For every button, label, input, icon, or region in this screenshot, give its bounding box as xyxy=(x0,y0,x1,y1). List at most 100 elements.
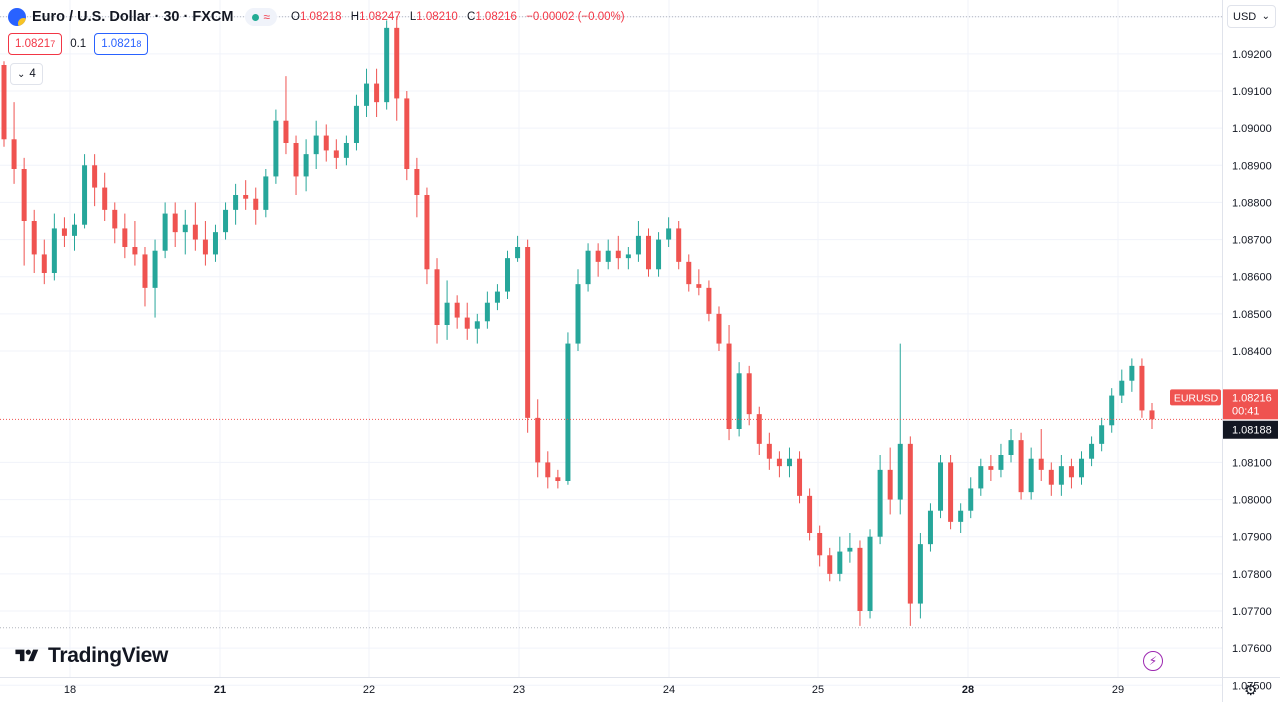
candle-body xyxy=(807,495,813,533)
y-axis-tick-label: 1.08900 xyxy=(1232,160,1272,172)
low-label: L xyxy=(409,11,417,23)
candle-body xyxy=(686,261,692,285)
y-axis-tick-label: 1.08100 xyxy=(1232,457,1272,469)
candle-body xyxy=(303,154,309,177)
candle-body xyxy=(1018,440,1024,493)
y-axis-tick-label: 1.08400 xyxy=(1232,346,1272,358)
x-axis-tick-label: 24 xyxy=(663,684,675,696)
symbol-flag-icon xyxy=(8,8,26,26)
candle-body xyxy=(142,254,148,288)
candle-body xyxy=(917,544,923,604)
candle-body xyxy=(857,547,863,611)
candle-body xyxy=(958,510,964,522)
candle-body xyxy=(1068,466,1074,478)
candle-body xyxy=(635,235,641,255)
candle-body xyxy=(112,209,118,229)
y-axis-tick-label: 1.09000 xyxy=(1232,123,1272,135)
currency-selector[interactable]: USD ⌄ xyxy=(1227,5,1276,28)
candle-body xyxy=(212,232,218,255)
candle-body xyxy=(1008,440,1014,455)
candle-body xyxy=(61,228,67,236)
candle-body xyxy=(92,165,98,188)
indicator-count: 4 xyxy=(29,68,36,80)
lightning-icon[interactable]: ⚡ xyxy=(1143,651,1163,671)
x-axis-tick-label: 22 xyxy=(363,684,375,696)
market-status-icon[interactable]: ≈ xyxy=(245,8,278,26)
candle-body xyxy=(776,458,782,467)
sell-price: 1.0821 xyxy=(15,38,51,50)
candle-body xyxy=(454,302,460,318)
logo-text: TradingView xyxy=(48,644,169,667)
candle-body xyxy=(21,169,27,221)
candle-body xyxy=(223,209,229,233)
candle-body xyxy=(152,250,158,288)
collapse-indicators-button[interactable]: ⌄ 4 xyxy=(10,63,43,85)
candle-body xyxy=(676,228,682,262)
candle-body xyxy=(313,135,319,155)
x-axis-tick-label: 21 xyxy=(214,684,226,696)
candle-body xyxy=(41,254,47,273)
candle-body xyxy=(343,143,349,158)
candle-body xyxy=(847,547,853,552)
buy-price-button[interactable]: 1.0821 8 xyxy=(94,33,149,55)
candle-body xyxy=(877,469,883,537)
candle-body xyxy=(484,302,490,322)
candle-body xyxy=(364,83,370,106)
candle-body xyxy=(1028,458,1034,493)
candle-body xyxy=(1119,380,1125,396)
candle-body xyxy=(555,477,561,481)
candle-body xyxy=(243,195,249,199)
candle-body xyxy=(464,317,470,329)
candle-body xyxy=(867,536,873,611)
candle-body xyxy=(736,373,742,429)
candle-body xyxy=(1058,466,1064,485)
candle-body xyxy=(474,321,480,329)
buy-price: 1.0821 xyxy=(101,38,137,50)
candle-body xyxy=(253,198,259,210)
sell-price-button[interactable]: 1.0821 7 xyxy=(8,33,63,55)
candle-body xyxy=(585,250,591,285)
close-label: C xyxy=(467,11,476,23)
candle-body xyxy=(575,284,581,344)
tradingview-logo[interactable]: TradingView xyxy=(12,644,168,668)
candle-body xyxy=(786,458,792,467)
y-axis-tick-label: 1.08700 xyxy=(1232,235,1272,247)
high-label: H xyxy=(350,11,360,23)
candle-body xyxy=(565,343,571,481)
candle-body xyxy=(696,284,702,288)
open-value: 1.08218 xyxy=(299,11,342,23)
candle-body xyxy=(202,239,208,255)
candle-body xyxy=(333,150,339,158)
candle-body xyxy=(897,443,903,500)
candle-body xyxy=(1099,425,1105,444)
candle-body xyxy=(172,213,178,233)
candle-body xyxy=(746,373,752,415)
bar-countdown: 00:41 xyxy=(1232,405,1260,417)
candle-body xyxy=(887,469,893,500)
candle-body xyxy=(1089,443,1095,459)
spread-value: 0.1 xyxy=(70,38,87,50)
candle-body xyxy=(82,165,88,225)
candle-body xyxy=(71,224,77,236)
crosshair-price-label-bg xyxy=(1223,420,1278,439)
candle-body xyxy=(384,27,390,103)
candle-body xyxy=(1149,410,1155,420)
sell-price-pip: 7 xyxy=(50,39,56,49)
candle-body xyxy=(374,83,380,103)
candle-body xyxy=(968,488,974,511)
currency-label: USD xyxy=(1233,10,1257,23)
candle-body xyxy=(31,221,37,255)
gear-icon[interactable]: ⚙ xyxy=(1244,682,1258,699)
candle-body xyxy=(605,250,611,262)
candle-body xyxy=(525,247,531,418)
candle-body xyxy=(545,462,551,478)
y-axis-tick-label: 1.07800 xyxy=(1232,569,1272,581)
candle-body xyxy=(424,195,430,270)
ohlc-values: O1.08218 H1.08247 L1.08210 C1.08216 −0.0… xyxy=(291,11,631,23)
candle-body xyxy=(1109,395,1115,426)
symbol-title[interactable]: Euro / U.S. Dollar · 30 · FXCM xyxy=(32,9,234,25)
x-axis-tick-label: 25 xyxy=(812,684,824,696)
candle-body xyxy=(645,235,651,270)
symbol-label-bg xyxy=(1170,389,1221,406)
